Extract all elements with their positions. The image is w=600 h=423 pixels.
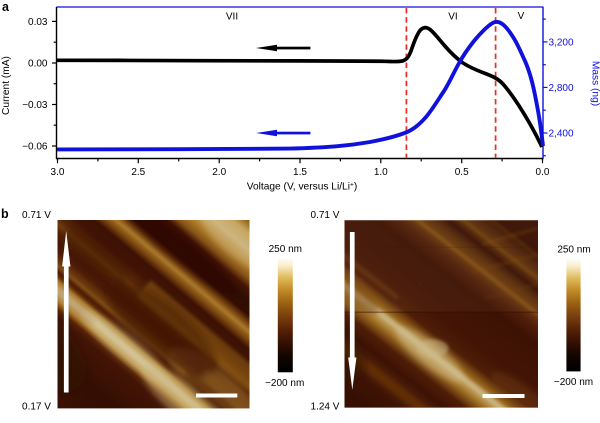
svg-text:b: b <box>1 207 9 221</box>
svg-text:−200 nm: −200 nm <box>554 377 593 388</box>
svg-text:250 nm: 250 nm <box>269 244 302 255</box>
svg-text:VII: VII <box>226 12 238 23</box>
svg-text:1.24 V: 1.24 V <box>311 402 340 413</box>
svg-text:3,200: 3,200 <box>549 37 574 48</box>
svg-text:250 nm: 250 nm <box>557 244 590 255</box>
svg-text:0.03: 0.03 <box>28 17 48 28</box>
svg-text:V: V <box>518 11 525 22</box>
svg-text:2.0: 2.0 <box>212 167 226 178</box>
svg-text:0.71 V: 0.71 V <box>22 210 51 221</box>
svg-text:0.17 V: 0.17 V <box>22 402 51 413</box>
svg-text:a: a <box>2 0 10 14</box>
svg-text:Current (mA): Current (mA) <box>1 56 12 115</box>
svg-text:−0.03: −0.03 <box>22 100 48 111</box>
svg-text:0.71 V: 0.71 V <box>311 210 340 221</box>
svg-text:−200 nm: −200 nm <box>265 378 304 389</box>
svg-text:Mass (ng): Mass (ng) <box>590 61 600 106</box>
svg-text:Voltage (V, versus Li/Li+): Voltage (V, versus Li/Li+) <box>247 181 358 192</box>
svg-text:1.5: 1.5 <box>293 167 307 178</box>
svg-text:0.00: 0.00 <box>28 59 48 70</box>
svg-text:3.0: 3.0 <box>51 167 65 178</box>
svg-text:2,400: 2,400 <box>549 129 574 140</box>
svg-text:VI: VI <box>448 12 457 23</box>
svg-text:2.5: 2.5 <box>131 167 145 178</box>
svg-text:2,800: 2,800 <box>549 83 574 94</box>
svg-text:−0.06: −0.06 <box>22 142 48 153</box>
svg-text:0.0: 0.0 <box>536 167 550 178</box>
svg-text:0.5: 0.5 <box>455 167 469 178</box>
svg-text:1.0: 1.0 <box>374 167 388 178</box>
